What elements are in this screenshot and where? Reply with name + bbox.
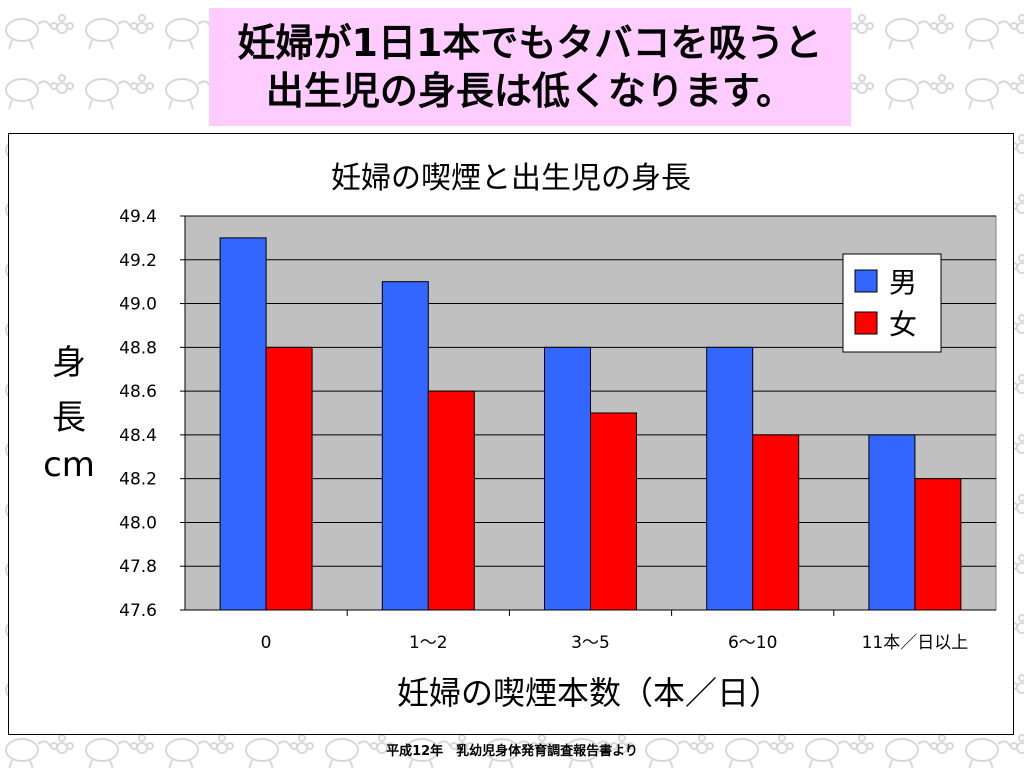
slide-title-box: 妊婦が1日1本でもタバコを吸うと 出生児の身長は低くなります。 — [209, 8, 851, 126]
bar-male-3 — [706, 346, 754, 611]
bar-female-0 — [265, 346, 313, 611]
y-tick-label: 48.6 — [119, 382, 157, 402]
y-tick-label: 48.8 — [119, 338, 157, 358]
x-tick-label: 0 — [261, 633, 272, 653]
y-tick-label: 49.4 — [119, 207, 157, 227]
y-tick-label: 49.2 — [119, 251, 157, 271]
bar-chart: 49.4 49.2 49.0 48.8 48.6 48.4 48.2 48.0 47.8 47.6… — [43, 161, 997, 712]
y-tick-label: 49.0 — [119, 295, 157, 315]
bar-female-4 — [914, 478, 962, 611]
bar-male-4 — [868, 434, 916, 611]
bar-female-2 — [590, 412, 637, 611]
x-tick-label: 11本／日以上 — [862, 633, 969, 653]
bar-male-1 — [381, 281, 429, 611]
y-axis-label: 身 — [52, 343, 86, 383]
bar-male-0 — [219, 237, 267, 611]
legend-swatch-1 — [854, 311, 878, 335]
legend-swatch-0 — [854, 269, 878, 293]
y-axis-label: 長 — [52, 398, 86, 438]
bar-female-3 — [752, 434, 800, 611]
y-tick-label: 48.4 — [119, 426, 157, 446]
y-tick-label: 47.8 — [119, 557, 157, 577]
legend-label-1: 女 — [889, 308, 917, 341]
x-tick-label: 6～10 — [728, 633, 777, 653]
chart-title: 妊婦の喫煙と出生児の身長 — [331, 161, 691, 196]
y-tick-label: 48.2 — [119, 470, 157, 490]
y-axis-label: cm — [43, 445, 95, 485]
source-note: 平成12年 乳幼児身体発育調査報告書より — [386, 744, 638, 759]
chart-panel: 49.4 49.2 49.0 48.8 48.6 48.4 48.2 48.0 47.8 47.6… — [8, 133, 1014, 735]
bar-female-1 — [427, 390, 475, 611]
x-tick-label: 1～2 — [409, 633, 448, 653]
slide-title-line-1: 妊婦が1日1本でもタバコを吸うと — [237, 21, 823, 65]
y-tick-label: 47.6 — [119, 601, 157, 621]
y-tick-label: 48.0 — [119, 513, 157, 533]
slide-title-line-2: 出生児の身長は低くなります。 — [265, 69, 795, 113]
bar-male-2 — [544, 346, 591, 611]
x-axis-label: 妊婦の喫煙本数（本／日） — [397, 674, 781, 712]
legend-label-0: 男 — [889, 266, 917, 299]
x-tick-label: 3～5 — [571, 633, 610, 653]
